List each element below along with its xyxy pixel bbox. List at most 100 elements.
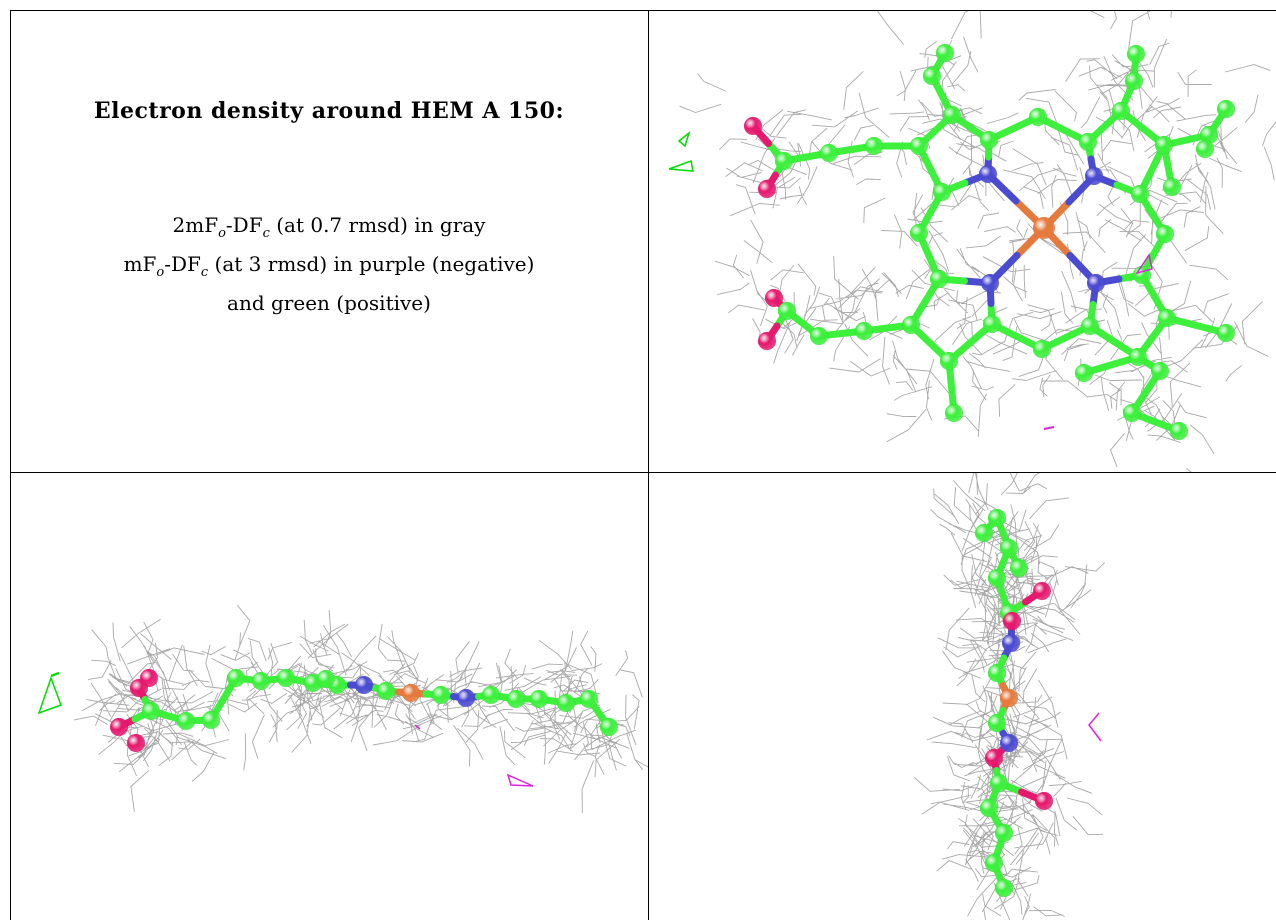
line1-sub-c: c bbox=[262, 226, 270, 241]
line2-sub-c: c bbox=[200, 265, 209, 280]
atom-N-3 bbox=[980, 273, 1000, 293]
atom-C-7 bbox=[226, 668, 246, 688]
atom-C-40 bbox=[1122, 403, 1142, 423]
atom-C-13 bbox=[1154, 135, 1174, 155]
atom-C-16 bbox=[1080, 316, 1100, 336]
atom-C-11 bbox=[1130, 184, 1150, 204]
atom-C-33 bbox=[1126, 44, 1146, 64]
atom-C-9 bbox=[1028, 107, 1048, 127]
atom-C-12 bbox=[989, 773, 1009, 793]
atom-C-6 bbox=[979, 130, 999, 150]
atom-C-24 bbox=[909, 223, 929, 243]
atom-C-15 bbox=[994, 823, 1014, 843]
atom-F-8 bbox=[999, 688, 1019, 708]
atom-C-42 bbox=[944, 403, 964, 423]
atom-C-18 bbox=[506, 689, 526, 709]
atom-C-22 bbox=[599, 717, 619, 737]
positive-density-blob-4 bbox=[50, 671, 60, 678]
atom-C-31 bbox=[935, 43, 955, 63]
description-line-1: 2mFo-DFc (at 0.7 rmsd) in gray bbox=[10, 210, 648, 249]
line2-post: (at 3 rmsd) in purple (negative) bbox=[208, 252, 535, 276]
atom-C-1 bbox=[999, 538, 1019, 558]
atom-C-43 bbox=[854, 321, 874, 341]
atom-O-1 bbox=[109, 717, 129, 737]
atom-O-28 bbox=[743, 116, 763, 136]
border-left bbox=[10, 10, 11, 920]
atom-C-22 bbox=[939, 351, 959, 371]
line1-mid: -DF bbox=[225, 213, 263, 237]
atom-C-18 bbox=[974, 523, 994, 543]
panel-side-view bbox=[11, 473, 648, 920]
atom-O-13 bbox=[1034, 791, 1054, 811]
atom-C-44 bbox=[809, 326, 829, 346]
atom-N-16 bbox=[456, 688, 476, 708]
atom-O-2 bbox=[139, 668, 159, 688]
atom-C-20 bbox=[982, 314, 1002, 334]
atom-C-6 bbox=[201, 710, 221, 730]
atom-C-48 bbox=[1074, 363, 1094, 383]
atom-C-37 bbox=[1162, 177, 1182, 197]
atom-C-9 bbox=[276, 668, 296, 688]
atom-C-21 bbox=[929, 269, 949, 289]
atom-O-11 bbox=[984, 748, 1004, 768]
atom-C-8 bbox=[942, 105, 962, 125]
positive-density-blob-3 bbox=[37, 675, 62, 715]
atom-C-12 bbox=[1111, 101, 1131, 121]
caption-cell: Electron density around HEM A 150: 2mFo-… bbox=[10, 10, 648, 472]
atom-C-23 bbox=[901, 315, 921, 335]
atom-C-14 bbox=[1155, 224, 1175, 244]
atom-C-21 bbox=[579, 689, 599, 709]
figure-description: 2mFo-DFc (at 0.7 rmsd) in gray mFo-DFc (… bbox=[10, 210, 648, 318]
line2-pre: mF bbox=[123, 252, 157, 276]
atom-N-12 bbox=[354, 675, 374, 695]
atom-O-46 bbox=[764, 288, 784, 308]
atom-C-36 bbox=[1195, 139, 1215, 159]
atom-N-6 bbox=[1001, 633, 1021, 653]
atom-C-2 bbox=[987, 568, 1007, 588]
atom-C-5 bbox=[932, 182, 952, 202]
negative-density-blob-3 bbox=[506, 773, 534, 787]
atom-C-30 bbox=[922, 66, 942, 86]
atom-O-4 bbox=[1032, 581, 1052, 601]
heme-face-on-view bbox=[668, 11, 1276, 472]
atom-C-14 bbox=[979, 798, 999, 818]
atom-N-1 bbox=[978, 164, 998, 184]
positive-density-blob-2 bbox=[668, 159, 694, 172]
line1-pre: 2mF bbox=[172, 213, 219, 237]
panel-end-view bbox=[649, 473, 1276, 920]
atom-C-41 bbox=[1169, 421, 1189, 441]
atom-C-35 bbox=[1216, 99, 1236, 119]
atom-O-29 bbox=[757, 179, 777, 199]
description-line-2: mFo-DFc (at 3 rmsd) in purple (negative) bbox=[10, 249, 648, 288]
atom-C-27 bbox=[774, 151, 794, 171]
atom-C-16 bbox=[984, 853, 1004, 873]
atom-C-38 bbox=[1216, 323, 1236, 343]
heme-end-view bbox=[914, 473, 1106, 920]
atom-C-32 bbox=[1124, 71, 1144, 91]
atom-C-10 bbox=[1078, 132, 1098, 152]
atom-C-13 bbox=[376, 681, 396, 701]
atom-C-25 bbox=[864, 136, 884, 156]
atom-O-5 bbox=[1002, 611, 1022, 631]
atom-C-19 bbox=[1032, 339, 1052, 359]
line1-post: (at 0.7 rmsd) in gray bbox=[269, 213, 486, 237]
atom-C-17 bbox=[1157, 308, 1177, 328]
line2-mid: -DF bbox=[164, 252, 201, 276]
atom-C-9 bbox=[987, 713, 1007, 733]
figure-frame: Electron density around HEM A 150: 2mFo-… bbox=[10, 10, 1276, 920]
border-center bbox=[648, 10, 649, 920]
atom-N-4 bbox=[1086, 273, 1106, 293]
atom-C-19 bbox=[1009, 558, 1029, 578]
atom-F-14 bbox=[401, 683, 421, 703]
atom-C-20 bbox=[556, 693, 576, 713]
atom-C-15 bbox=[1132, 265, 1152, 285]
atom-N-10 bbox=[999, 733, 1019, 753]
positive-density-blob-1 bbox=[677, 130, 691, 148]
atom-C-5 bbox=[176, 711, 196, 731]
atom-C-15 bbox=[431, 685, 451, 705]
atom-C-45 bbox=[777, 301, 797, 321]
atom-C-23 bbox=[316, 669, 336, 689]
atom-C-19 bbox=[529, 689, 549, 709]
iron-atom bbox=[1032, 216, 1056, 240]
atom-O-47 bbox=[757, 331, 777, 351]
